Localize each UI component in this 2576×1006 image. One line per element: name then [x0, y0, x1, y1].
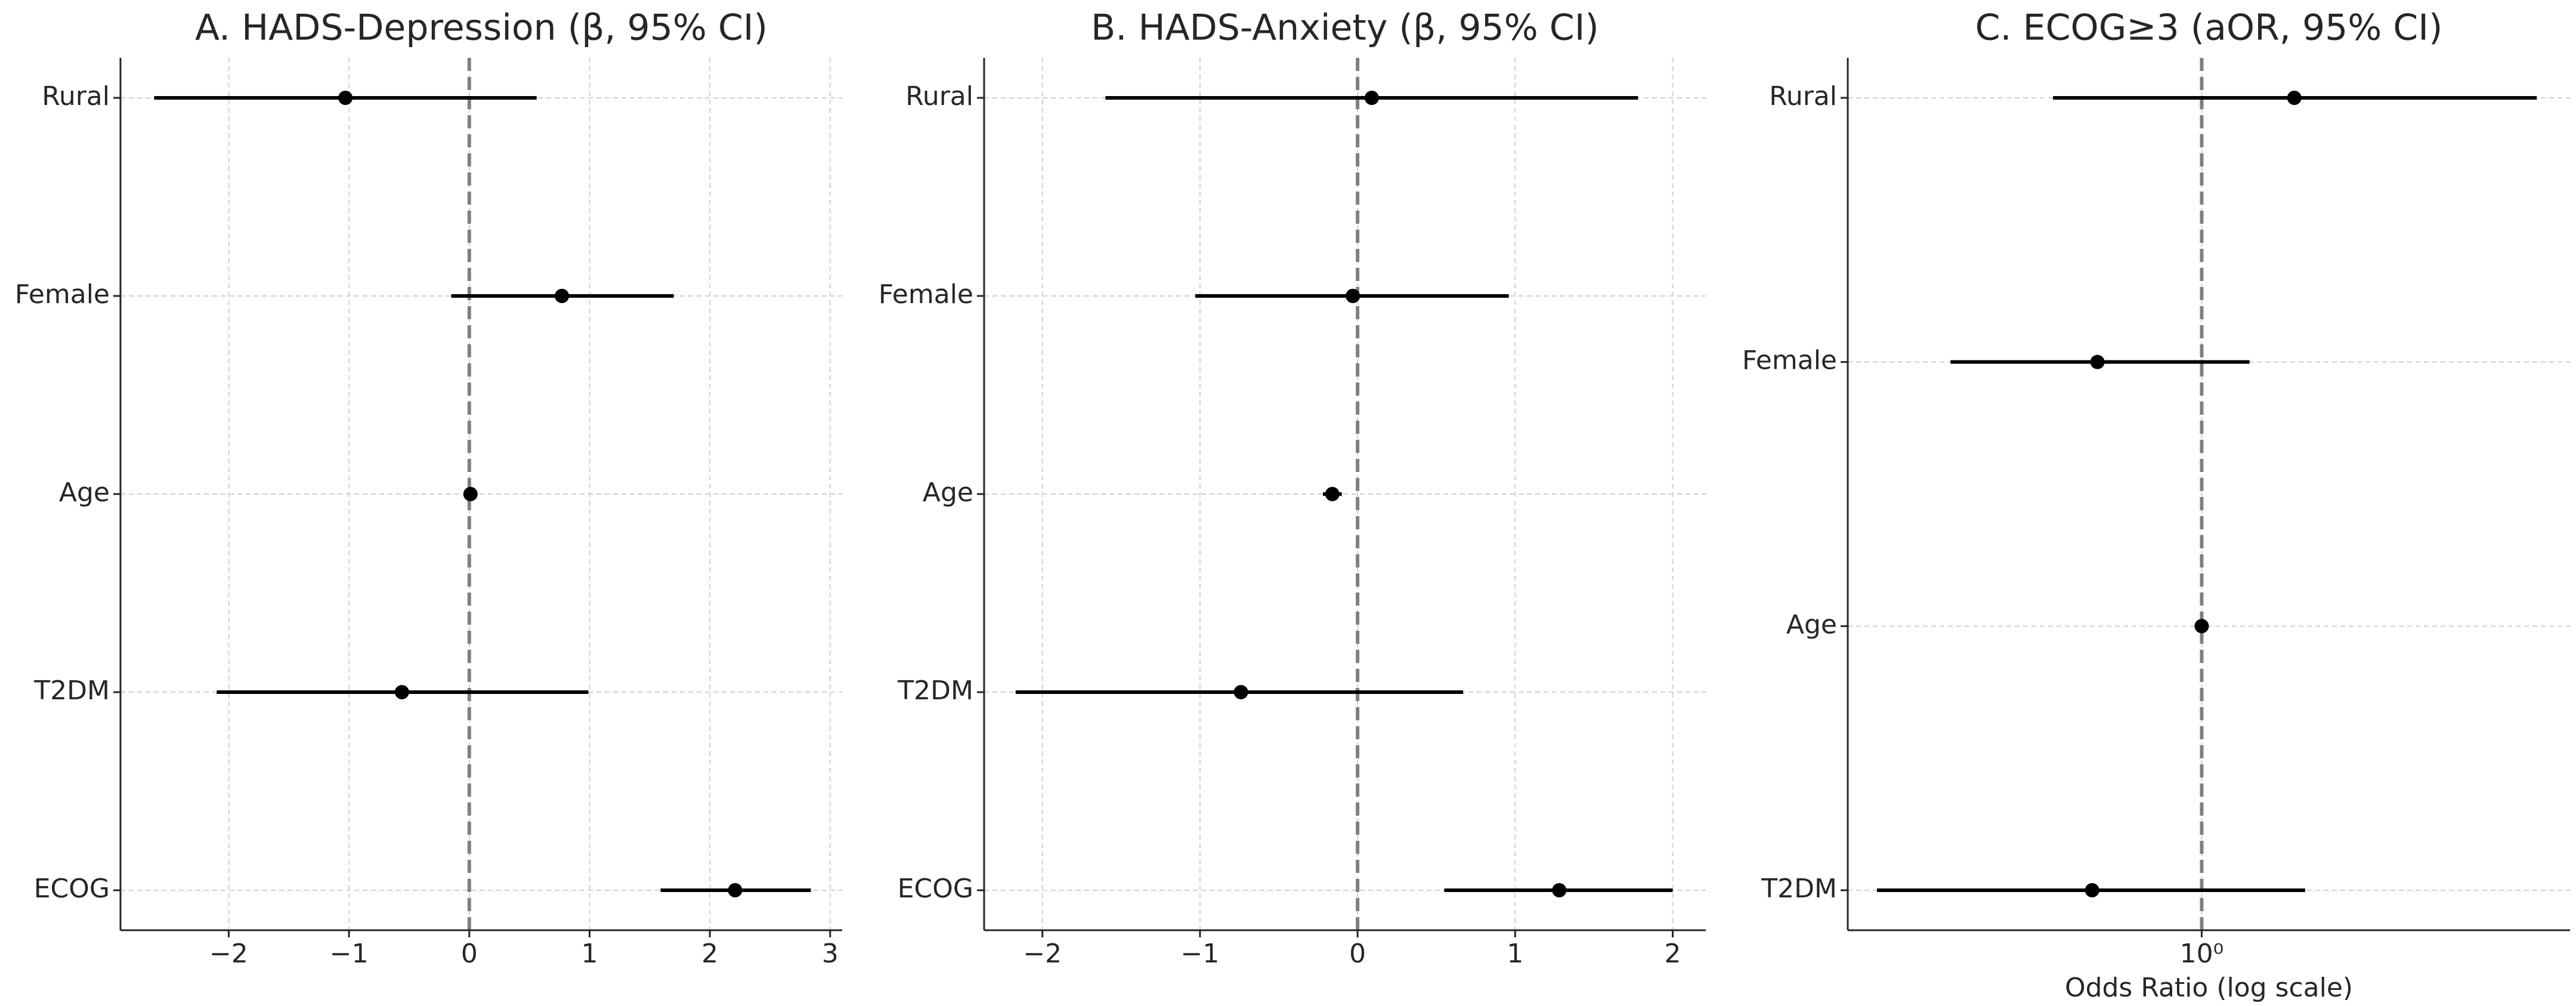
estimate-point — [2085, 883, 2099, 897]
x-tick-label: −2 — [1023, 939, 1062, 969]
y-tick-label: Age — [923, 477, 973, 508]
y-tick-label: ECOG — [898, 874, 973, 904]
y-tick-label: ECOG — [34, 874, 110, 904]
x-tick-label: 3 — [822, 939, 839, 969]
y-tick-label: Rural — [1769, 81, 1837, 112]
y-tick-label: Female — [1742, 345, 1837, 376]
x-tick-label: 0 — [461, 939, 478, 969]
y-tick-label: Female — [15, 279, 110, 310]
estimate-point — [2090, 354, 2105, 369]
y-tick-label: T2DM — [897, 675, 973, 706]
estimate-point — [1325, 487, 1340, 501]
x-tick-label: 2 — [701, 939, 718, 969]
x-tick-label: −1 — [1181, 939, 1220, 969]
estimate-point — [1552, 883, 1567, 897]
y-tick-label: Age — [59, 477, 110, 508]
estimate-point — [394, 685, 409, 699]
y-tick-label: T2DM — [1761, 874, 1837, 904]
panel-title: B. HADS-Anxiety (β, 95% CI) — [1091, 7, 1599, 49]
estimate-point — [728, 883, 743, 897]
x-tick-label: 2 — [1665, 939, 1681, 969]
y-tick-label: Rural — [905, 81, 973, 112]
x-axis-label: Odds Ratio (log scale) — [2065, 973, 2353, 1003]
y-tick-label: T2DM — [33, 675, 110, 706]
y-tick-label: Rural — [42, 81, 110, 112]
estimate-point — [555, 289, 570, 303]
estimate-point — [1364, 91, 1379, 105]
y-tick-label: Female — [879, 279, 973, 310]
estimate-point — [1346, 289, 1360, 303]
x-tick-label: 1 — [1507, 939, 1523, 969]
y-tick-label: Age — [1786, 609, 1837, 640]
x-tick-label: 0 — [1349, 939, 1366, 969]
panel-title: C. ECOG≥3 (aOR, 95% CI) — [1975, 7, 2443, 49]
estimate-point — [2287, 91, 2302, 105]
x-tick-label: −1 — [330, 939, 369, 969]
estimate-point — [338, 91, 353, 105]
estimate-point — [2194, 619, 2209, 634]
x-tick-label: −2 — [209, 939, 248, 969]
estimate-point — [1233, 685, 1248, 699]
x-tick-label: 1 — [582, 939, 598, 969]
panel-title: A. HADS-Depression (β, 95% CI) — [195, 7, 768, 49]
estimate-point — [463, 487, 478, 501]
x-tick-label: 10⁰ — [2180, 939, 2224, 969]
